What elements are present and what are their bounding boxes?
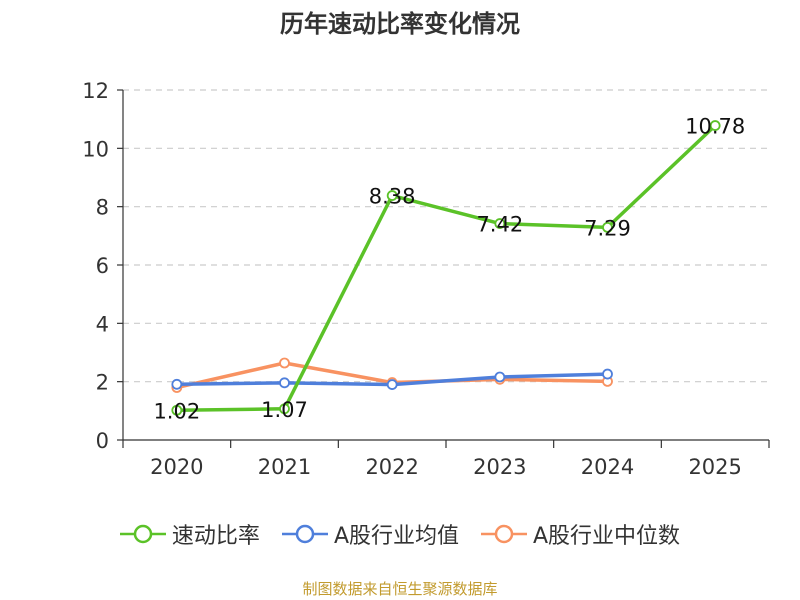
legend: 速动比率 A股行业均值 A股行业中位数 — [0, 518, 800, 550]
axes: 0 2 4 6 8 10 12 2020 2021 2022 2023 2024 2025 — [82, 79, 770, 479]
series-lines — [171, 120, 721, 416]
y-tick-label: 4 — [96, 312, 109, 336]
data-label: 8.38 — [369, 185, 416, 209]
data-point — [279, 357, 290, 369]
legend-marker-icon — [281, 524, 328, 544]
data-point — [386, 379, 398, 390]
legend-label: 速动比率 — [171, 524, 260, 549]
data-point — [709, 120, 721, 131]
x-tick-label: 2025 — [688, 455, 741, 479]
data-point — [602, 221, 613, 233]
legend-marker-icon — [481, 524, 527, 544]
data-point — [171, 404, 183, 416]
x-tick-label: 2022 — [365, 455, 418, 479]
data-point — [279, 403, 290, 415]
x-tick-label: 2023 — [473, 455, 526, 479]
y-tick-label: 2 — [96, 371, 109, 395]
data-label: 1.02 — [153, 399, 200, 423]
x-tick-label: 2021 — [258, 455, 311, 479]
data-point — [494, 371, 506, 383]
legend-marker-icon — [119, 524, 166, 544]
data-point — [386, 190, 398, 201]
y-tick-label: 6 — [96, 254, 109, 278]
y-tick-label: 12 — [82, 79, 109, 103]
legend-label: A股行业中位数 — [533, 524, 681, 549]
legend-label: A股行业均值 — [333, 524, 459, 549]
data-label: 1.07 — [261, 398, 308, 422]
legend-item[interactable]: A股行业中位数 — [481, 518, 680, 550]
data-label: 10.78 — [685, 115, 745, 139]
data-point — [494, 218, 506, 229]
data-label: 7.42 — [476, 213, 523, 237]
x-tick-label: 2024 — [581, 455, 634, 479]
data-point — [171, 378, 183, 390]
data-point — [602, 368, 613, 380]
data-label: 7.29 — [584, 216, 631, 240]
data-point — [279, 377, 290, 389]
grid-lines — [123, 89, 769, 383]
data-labels: 1.02 1.07 8.38 7.42 7.29 10.78 — [153, 115, 745, 424]
chart-title: 历年速动比率变化情况 — [280, 10, 520, 38]
x-tick-label: 2020 — [150, 455, 203, 479]
y-tick-label: 10 — [82, 137, 109, 161]
legend-item[interactable]: 速动比率 — [119, 518, 260, 550]
y-tick-label: 0 — [96, 429, 109, 453]
series-line — [176, 124, 717, 412]
source-footer: 制图数据来自恒生聚源数据库 — [302, 580, 498, 598]
legend-item[interactable]: A股行业均值 — [281, 518, 459, 550]
y-tick-label: 8 — [96, 196, 109, 220]
